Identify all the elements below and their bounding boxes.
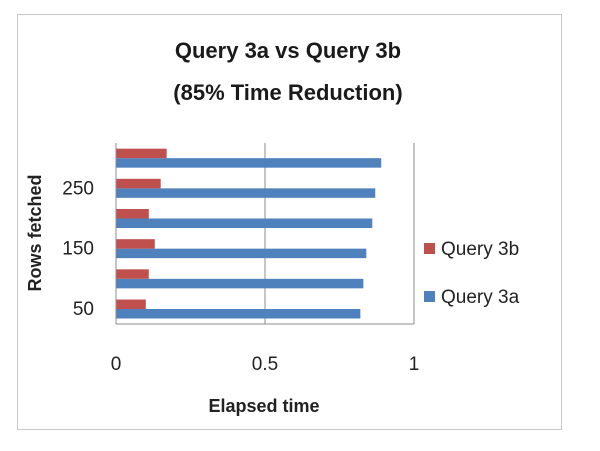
y-tick-label: 150	[62, 239, 94, 260]
bar-query-3a-150	[116, 248, 367, 259]
chart-title: Query 3a vs Query 3b	[175, 38, 401, 63]
legend-label-query-3a: Query 3a	[441, 287, 520, 308]
bar-query-3b-50	[116, 299, 146, 309]
grid-lines	[264, 143, 415, 324]
bar-query-3a-50	[116, 309, 361, 319]
legend-label-query-3b: Query 3b	[441, 239, 519, 260]
bar-query-3b-250	[116, 178, 161, 189]
x-axis-title: Elapsed time	[208, 396, 319, 416]
bar-query-3a-200	[116, 218, 373, 228]
axes	[115, 143, 414, 325]
y-tick-label: 50	[73, 299, 94, 320]
bar-query-3b-300	[116, 148, 167, 159]
bar-query-3a-100	[116, 278, 364, 289]
bar-query-3b-150	[116, 239, 155, 249]
legend-swatch-query-3b	[424, 243, 435, 254]
y-tick-label: 250	[62, 178, 94, 199]
bars	[116, 148, 382, 319]
bar-query-3a-300	[116, 158, 382, 168]
chart-subtitle: (85% Time Reduction)	[173, 80, 402, 105]
y-axis-title: Rows fetched	[25, 174, 45, 291]
bar-query-3b-100	[116, 269, 149, 279]
legend-swatch-query-3a	[424, 291, 435, 302]
x-tick-label: 0	[111, 354, 122, 375]
x-axis-ticks: 0 0.5 1	[111, 354, 420, 375]
x-tick-label: 0.5	[252, 354, 278, 375]
x-tick-label: 1	[409, 354, 420, 375]
bar-query-3b-200	[116, 209, 149, 219]
legend: Query 3b Query 3a	[424, 239, 520, 308]
y-axis-ticks: 50 150 250	[62, 178, 94, 320]
bar-query-3a-250	[116, 188, 376, 198]
